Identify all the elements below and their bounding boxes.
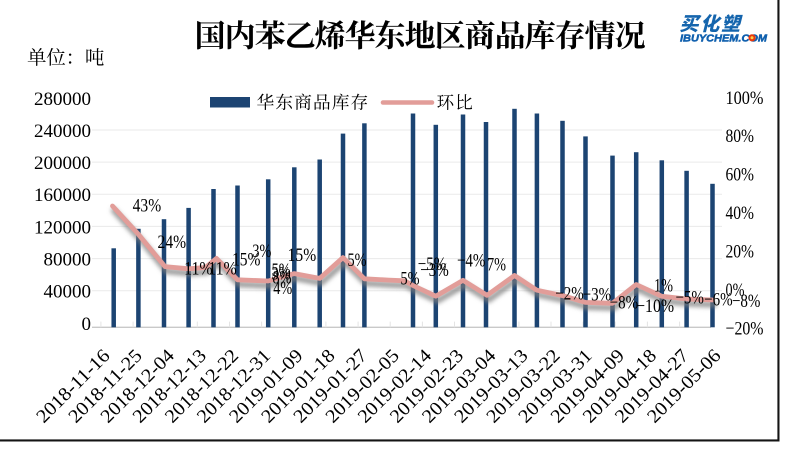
svg-text:100%: 100% — [726, 88, 764, 109]
svg-text:11%: 11% — [208, 259, 237, 280]
svg-text:−20%: −20% — [726, 319, 764, 340]
svg-text:240000: 240000 — [34, 121, 91, 142]
svg-text:−5%: −5% — [418, 254, 447, 275]
svg-text:24%: 24% — [158, 232, 187, 253]
svg-text:−5%: −5% — [675, 288, 704, 309]
svg-text:200000: 200000 — [34, 153, 91, 174]
svg-text:−8%: −8% — [732, 291, 761, 312]
svg-text:−2%: −2% — [555, 284, 584, 305]
svg-text:11%: 11% — [184, 259, 213, 280]
svg-text:IBUYCHEM.COM: IBUYCHEM.COM — [680, 34, 768, 45]
svg-text:−4%: −4% — [457, 250, 486, 271]
svg-text:40000: 40000 — [44, 282, 92, 303]
svg-text:43%: 43% — [133, 196, 162, 217]
svg-text:−3%: −3% — [420, 260, 449, 281]
svg-text:8%: 8% — [273, 268, 292, 289]
svg-text:15%: 15% — [232, 249, 261, 270]
svg-text:7%: 7% — [487, 254, 506, 275]
svg-text:3%: 3% — [272, 263, 291, 284]
svg-text:−10%: −10% — [636, 296, 674, 317]
svg-text:280000: 280000 — [34, 89, 91, 110]
svg-text:20%: 20% — [726, 242, 755, 263]
svg-text:0: 0 — [82, 314, 92, 335]
svg-text:60%: 60% — [726, 165, 755, 186]
svg-text:−3%: −3% — [583, 284, 612, 305]
svg-text:−6%: −6% — [704, 289, 733, 310]
svg-text:0%: 0% — [726, 280, 745, 301]
svg-text:4%: 4% — [273, 278, 292, 299]
svg-text:5%: 5% — [401, 268, 420, 289]
svg-text:15%: 15% — [288, 245, 317, 266]
svg-text:5%: 5% — [272, 260, 291, 281]
svg-text:5%: 5% — [348, 250, 367, 271]
svg-text:80%: 80% — [726, 126, 755, 147]
svg-text:−8%: −8% — [610, 293, 639, 314]
svg-text:120000: 120000 — [34, 217, 91, 238]
svg-text:160000: 160000 — [34, 185, 91, 206]
svg-text:40%: 40% — [726, 203, 755, 224]
svg-text:80000: 80000 — [44, 250, 92, 271]
svg-text:1%: 1% — [654, 275, 673, 296]
svg-text:3%: 3% — [252, 241, 271, 262]
